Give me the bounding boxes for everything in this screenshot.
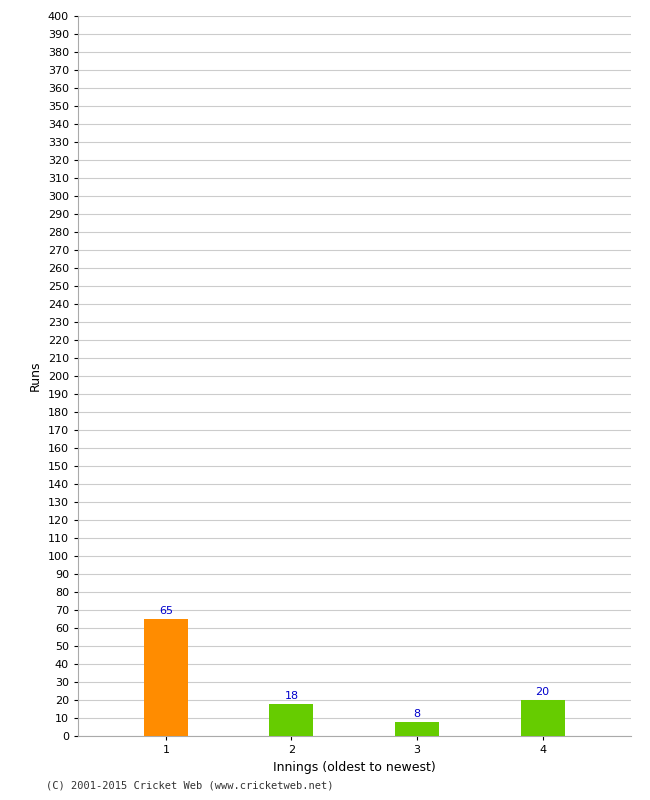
Text: 8: 8 xyxy=(413,709,421,719)
Text: (C) 2001-2015 Cricket Web (www.cricketweb.net): (C) 2001-2015 Cricket Web (www.cricketwe… xyxy=(46,781,333,790)
Text: 18: 18 xyxy=(285,691,298,701)
Bar xyxy=(270,704,313,736)
Text: 65: 65 xyxy=(159,606,173,616)
Bar xyxy=(144,619,188,736)
Text: 20: 20 xyxy=(536,687,550,698)
X-axis label: Innings (oldest to newest): Innings (oldest to newest) xyxy=(273,761,436,774)
Bar xyxy=(521,700,565,736)
Y-axis label: Runs: Runs xyxy=(29,361,42,391)
Bar xyxy=(395,722,439,736)
